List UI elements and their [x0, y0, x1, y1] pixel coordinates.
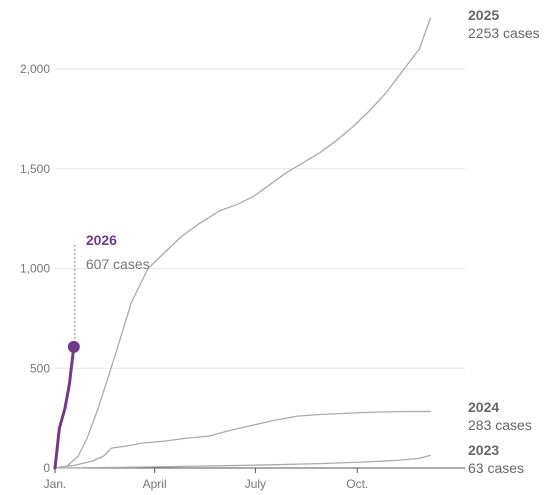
series-line-2024 — [54, 410, 431, 469]
y-tick-label: 1,000 — [20, 262, 50, 276]
y-tick-label: 500 — [30, 361, 50, 375]
end-point-2026 — [67, 340, 80, 353]
series-year-label: 2023 — [468, 442, 499, 458]
series-count-label: 2253 cases — [468, 25, 540, 41]
series-year-label: 2025 — [468, 7, 499, 23]
y-tick-label: 1,500 — [20, 162, 50, 176]
series-year-label: 2024 — [468, 399, 499, 415]
series-line-2025 — [54, 17, 431, 469]
series-year-label: 2026 — [86, 232, 117, 248]
series-count-label: 607 cases — [86, 256, 150, 272]
series-line-2023 — [54, 454, 431, 469]
x-tick-label: Jan. — [44, 477, 67, 491]
x-tick-label: July — [245, 477, 266, 491]
series-count-label: 63 cases — [468, 460, 524, 476]
x-tick-label: April — [143, 477, 167, 491]
x-tick-label: Oct. — [346, 477, 368, 491]
y-tick-label: 2,000 — [20, 62, 50, 76]
series-count-label: 283 cases — [468, 417, 532, 433]
y-tick-label: 0 — [43, 461, 50, 475]
series-line-2026 — [53, 345, 76, 470]
